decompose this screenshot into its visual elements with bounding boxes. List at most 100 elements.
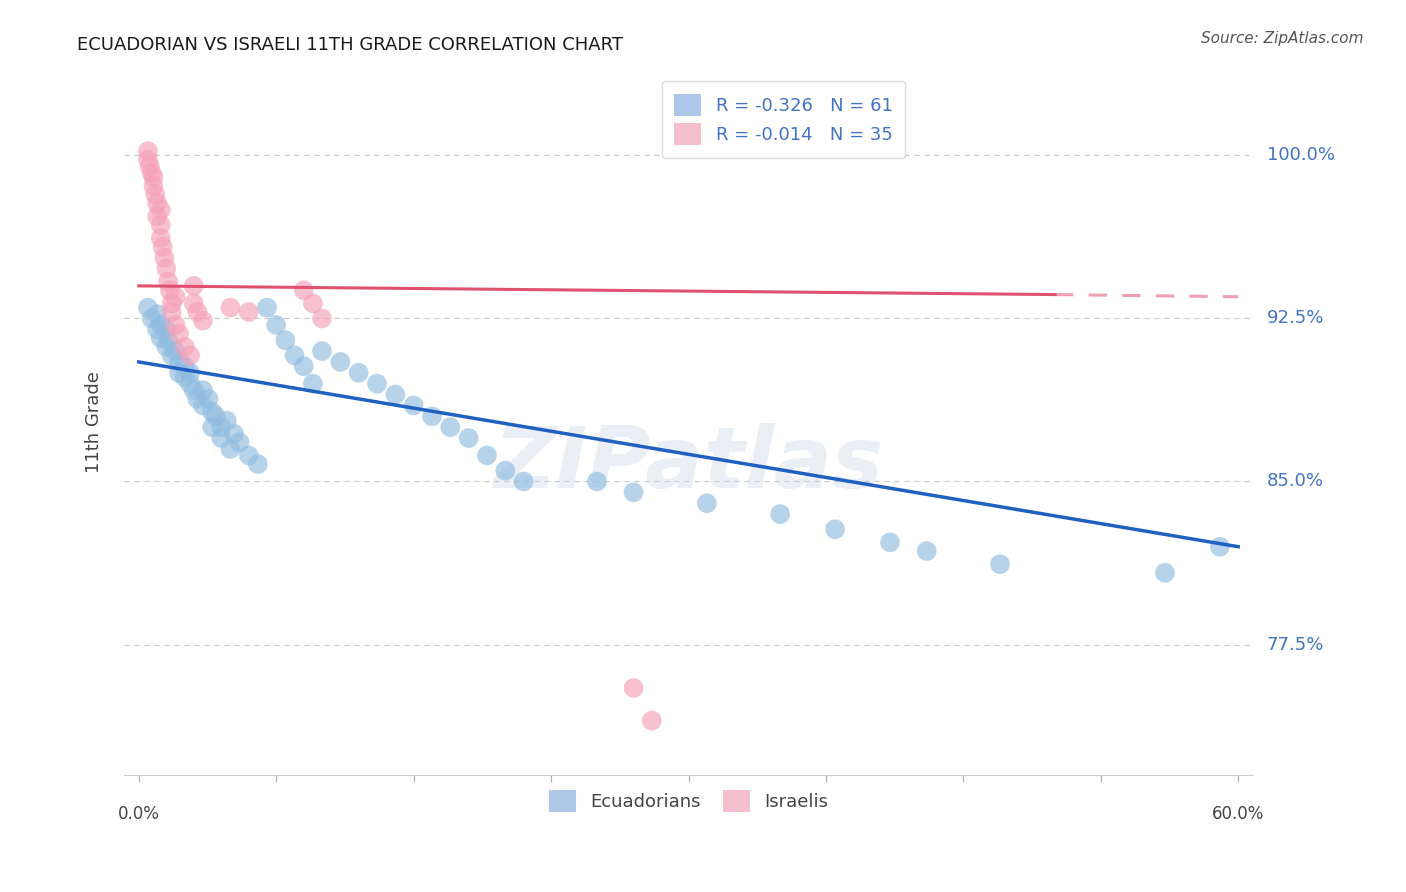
Legend: Ecuadorians, Israelis: Ecuadorians, Israelis xyxy=(541,782,835,819)
Point xyxy=(641,714,664,728)
Point xyxy=(215,414,238,428)
Point xyxy=(283,348,305,362)
Point xyxy=(769,507,792,521)
Y-axis label: 11th Grade: 11th Grade xyxy=(86,371,103,473)
Point xyxy=(292,359,315,374)
Point xyxy=(165,290,187,304)
Point xyxy=(264,318,287,332)
Point xyxy=(167,326,190,341)
Point xyxy=(136,301,159,315)
Point xyxy=(139,159,162,173)
Point xyxy=(153,251,176,265)
Point xyxy=(238,449,260,463)
Point xyxy=(160,348,183,362)
Point xyxy=(149,218,172,232)
Point xyxy=(457,431,479,445)
Point xyxy=(302,376,325,391)
Point xyxy=(623,681,645,695)
Point xyxy=(155,340,177,354)
Point xyxy=(311,344,333,359)
Text: ECUADORIAN VS ISRAELI 11TH GRADE CORRELATION CHART: ECUADORIAN VS ISRAELI 11TH GRADE CORRELA… xyxy=(77,36,623,54)
Point xyxy=(191,383,214,397)
Point xyxy=(623,485,645,500)
Point xyxy=(366,376,388,391)
Point xyxy=(142,170,165,185)
Point xyxy=(1154,566,1177,580)
Point xyxy=(494,464,516,478)
Text: 60.0%: 60.0% xyxy=(1212,805,1264,823)
Point xyxy=(209,431,232,445)
Point xyxy=(146,322,169,336)
Point xyxy=(179,376,201,391)
Point xyxy=(191,399,214,413)
Point xyxy=(219,301,242,315)
Point xyxy=(173,370,195,384)
Point xyxy=(149,202,172,217)
Point xyxy=(167,366,190,380)
Point xyxy=(1209,540,1232,554)
Point xyxy=(155,322,177,336)
Point xyxy=(204,409,226,424)
Point xyxy=(475,449,498,463)
Point xyxy=(165,318,187,332)
Point xyxy=(186,305,208,319)
Point xyxy=(209,420,232,434)
Point xyxy=(256,301,278,315)
Point xyxy=(167,355,190,369)
Text: Source: ZipAtlas.com: Source: ZipAtlas.com xyxy=(1201,31,1364,46)
Point xyxy=(191,313,214,327)
Point xyxy=(201,405,224,419)
Point xyxy=(329,355,352,369)
Point xyxy=(179,348,201,362)
Point xyxy=(146,196,169,211)
Point xyxy=(420,409,443,424)
Point xyxy=(173,340,195,354)
Point xyxy=(183,278,205,293)
Point xyxy=(149,231,172,245)
Point xyxy=(824,522,846,536)
Point xyxy=(347,366,370,380)
Point xyxy=(165,344,187,359)
Point xyxy=(512,475,534,489)
Text: 0.0%: 0.0% xyxy=(118,805,160,823)
Point xyxy=(173,359,195,374)
Point xyxy=(219,442,242,456)
Point xyxy=(141,166,163,180)
Point xyxy=(696,496,718,510)
Point xyxy=(246,457,269,471)
Point xyxy=(160,296,183,310)
Text: 77.5%: 77.5% xyxy=(1267,635,1324,654)
Point xyxy=(146,307,169,321)
Point xyxy=(222,426,245,441)
Point xyxy=(157,333,180,347)
Point xyxy=(136,153,159,167)
Text: ZIPatlas: ZIPatlas xyxy=(494,423,883,506)
Point xyxy=(142,178,165,193)
Point xyxy=(311,311,333,326)
Point xyxy=(197,392,219,406)
Point xyxy=(149,318,172,332)
Text: 85.0%: 85.0% xyxy=(1267,473,1324,491)
Point xyxy=(159,283,181,297)
Point xyxy=(179,366,201,380)
Point xyxy=(292,283,315,297)
Text: 100.0%: 100.0% xyxy=(1267,146,1334,164)
Point xyxy=(201,420,224,434)
Point xyxy=(183,296,205,310)
Point xyxy=(988,557,1011,571)
Point xyxy=(384,387,406,401)
Point xyxy=(157,275,180,289)
Point xyxy=(228,435,250,450)
Point xyxy=(146,210,169,224)
Point xyxy=(439,420,461,434)
Point xyxy=(274,333,297,347)
Point xyxy=(152,240,174,254)
Point xyxy=(136,144,159,158)
Point xyxy=(879,535,901,549)
Point xyxy=(143,187,166,202)
Text: 92.5%: 92.5% xyxy=(1267,310,1324,327)
Point xyxy=(183,383,205,397)
Point xyxy=(186,392,208,406)
Point xyxy=(155,261,177,276)
Point xyxy=(141,311,163,326)
